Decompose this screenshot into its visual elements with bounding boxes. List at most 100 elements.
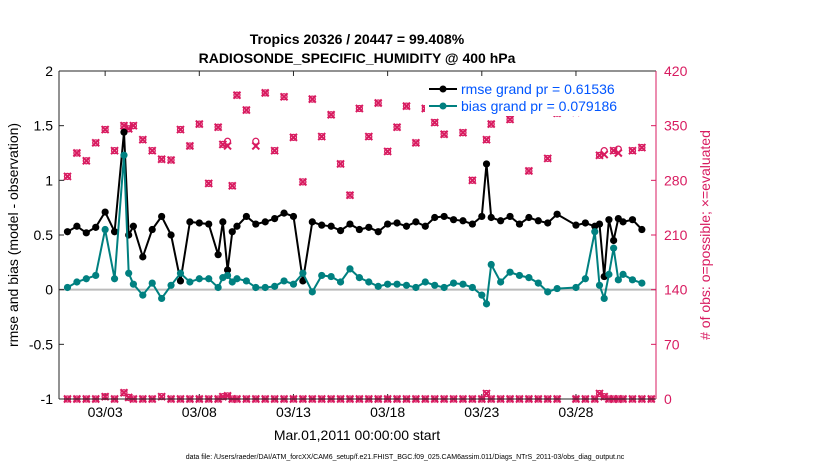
rmse-data-point (101, 208, 109, 216)
legend: rmse grand pr = 0.61536 bias grand pr = … (425, 78, 651, 116)
legend-rmse-label: rmse grand pr = 0.61536 (461, 81, 615, 97)
obs-evaluated-marker (505, 115, 515, 124)
obs-evaluated-marker (228, 181, 237, 191)
obs-possible-marker (308, 95, 316, 103)
bias-data-point (129, 280, 137, 288)
y-left-tick-label: -1 (41, 391, 54, 407)
rmse-data-point (261, 218, 269, 226)
obs-possible-marker (336, 160, 345, 168)
obs-possible-marker (431, 118, 439, 127)
obs-possible-marker (73, 149, 81, 157)
rmse-data-point (233, 222, 241, 230)
obs-possible-marker (393, 123, 401, 131)
obs-evaluated-marker (166, 155, 176, 165)
obs-evaluated-marker (213, 123, 223, 132)
rmse-data-point (167, 231, 175, 239)
rmse-data-point (346, 220, 354, 228)
obs-possible-marker (412, 139, 420, 147)
obs-possible-marker (506, 115, 514, 124)
obs-possible-marker (346, 191, 354, 199)
rmse-data-point (228, 228, 236, 236)
legend-rmse-marker (439, 85, 447, 93)
obs-evaluated-marker (628, 146, 637, 155)
obs-evaluated-marker (411, 138, 421, 148)
rmse-data-point (595, 220, 604, 228)
obs-possible-marker (365, 132, 373, 141)
bias-data-point (468, 283, 476, 292)
obs-evaluated-marker (374, 98, 383, 108)
bias-data-point (515, 271, 524, 280)
obs-evaluated-marker (383, 147, 392, 156)
y-left-tick-label: 1.5 (34, 118, 54, 134)
bias-data-point (591, 228, 599, 236)
obs-possible-marker (228, 182, 236, 190)
y-right-tick-label: 210 (664, 227, 688, 243)
legend-box (425, 78, 651, 116)
obs-evaluated-marker (392, 123, 402, 132)
rmse-data-point (148, 225, 156, 234)
bias-data-point (120, 151, 128, 159)
obs-evaluated-marker (289, 133, 298, 142)
data-file-footnote: data file: /Users/raeder/DAI/ATM_forcXX/… (186, 454, 625, 461)
obs-evaluated-marker (270, 146, 279, 155)
obs-evaluated-marker (637, 143, 647, 152)
legend-bias-label: bias grand pr = 0.079186 (461, 98, 617, 114)
x-tick-label: 03/13 (276, 404, 311, 420)
obs-evaluated-marker (326, 110, 336, 119)
obs-possible-marker (205, 179, 213, 188)
bias-data-point (412, 283, 420, 292)
obs-possible-marker (233, 91, 241, 99)
bias-data-point (605, 270, 613, 278)
obs-possible-marker (544, 154, 552, 163)
bias-data-point (384, 280, 392, 288)
bias-data-point (82, 275, 90, 283)
bias-data-point (73, 278, 81, 286)
y-left-tick-label: 2 (45, 63, 53, 79)
rmse-data-point (299, 277, 307, 285)
rmse-data-point (440, 212, 448, 221)
bias-data-point (186, 278, 194, 286)
obs-possible-marker (252, 137, 260, 145)
y-right-tick-label: 140 (664, 282, 688, 298)
bias-data-point (261, 283, 269, 292)
y-left-tick-label: 1 (45, 172, 53, 188)
bias-data-point (336, 278, 345, 286)
bias-data-point (553, 284, 561, 293)
rmse-data-point (497, 217, 505, 225)
obs-possible-marker (468, 176, 477, 184)
obs-possible-marker (186, 142, 194, 150)
obs-evaluated-marker (402, 101, 411, 111)
rmse-data-point (572, 221, 580, 229)
obs-possible-marker (223, 137, 232, 145)
obs-evaluated-marker (595, 389, 604, 398)
obs-evaluated-marker (468, 176, 477, 185)
obs-possible-marker (459, 129, 467, 137)
bias-data-point (110, 275, 119, 283)
obs-evaluated-marker (138, 135, 148, 144)
bias-data-point (374, 282, 382, 290)
obs-possible-marker (157, 155, 166, 163)
bias-data-point (158, 294, 166, 303)
rmse-data-point (120, 128, 128, 136)
rmse-data-point (610, 236, 618, 245)
bias-data-point (581, 275, 589, 283)
rmse-data-point (308, 218, 316, 226)
rmse-data-point (525, 213, 533, 222)
obs-possible-marker (487, 120, 495, 128)
rmse-data-point (280, 209, 288, 217)
rmse-data-point (195, 219, 203, 227)
obs-possible-marker (261, 89, 269, 97)
rmse-data-point (73, 222, 81, 230)
bias-data-point (242, 277, 250, 285)
x-tick-label: 03/28 (558, 404, 593, 420)
rmse-data-point (271, 215, 279, 223)
rmse-data-point (468, 220, 476, 228)
obs-evaluated-marker (82, 156, 91, 166)
obs-possible-marker (176, 125, 185, 134)
rmse-data-point (219, 218, 227, 226)
rmse-data-point (459, 217, 467, 225)
bias-data-point (431, 281, 439, 289)
rmse-data-point (506, 212, 514, 221)
obs-evaluated-marker (148, 146, 157, 155)
